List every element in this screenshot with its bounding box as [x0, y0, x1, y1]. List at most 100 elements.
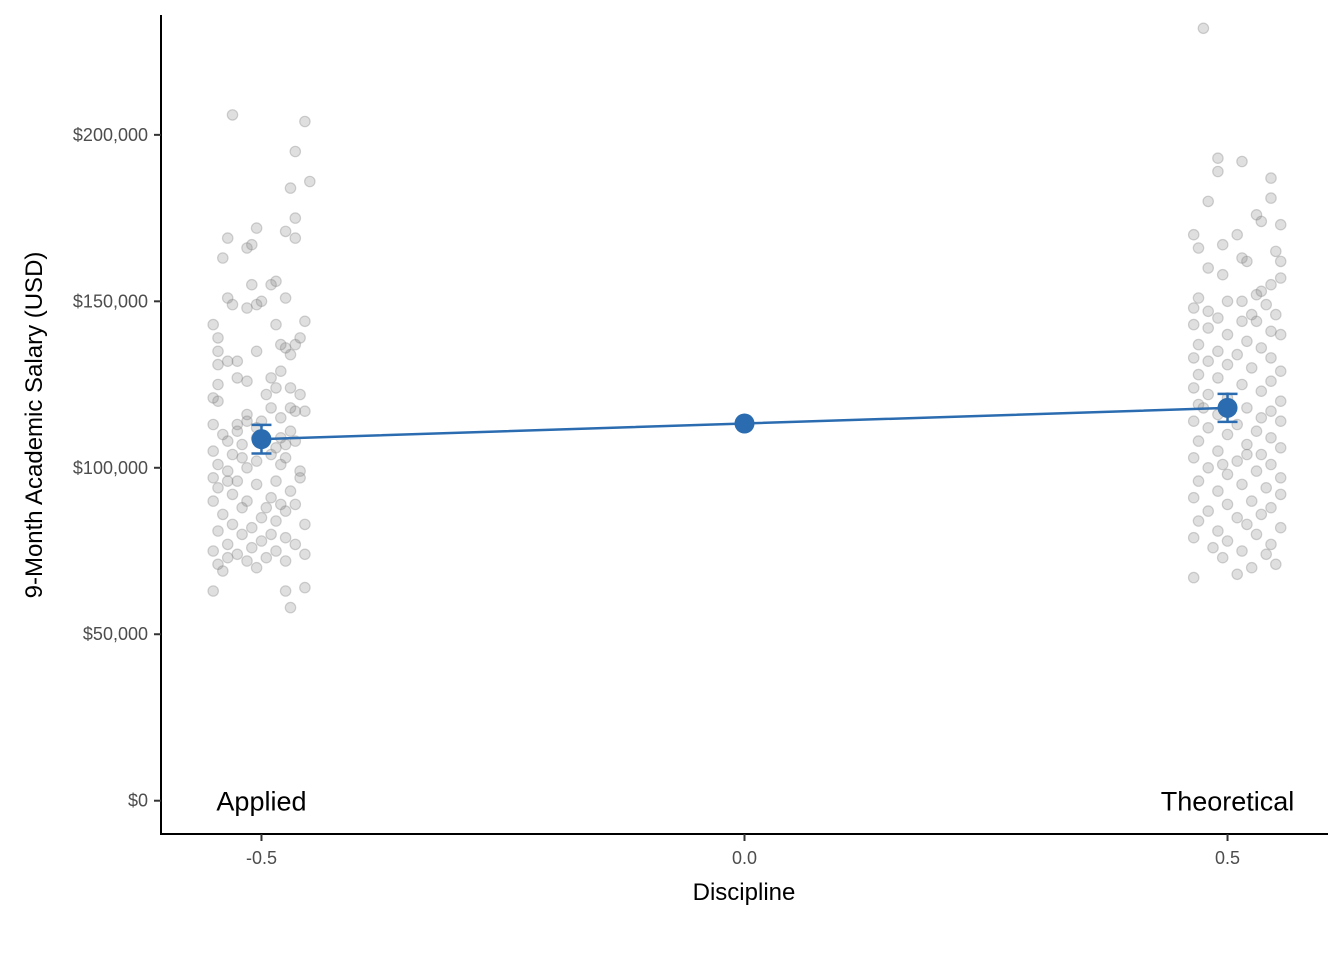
raw-point-applied: [255, 511, 268, 524]
raw-point-applied: [265, 491, 277, 504]
raw-point-theoretical: [1274, 255, 1287, 268]
raw-point-applied: [241, 415, 253, 427]
raw-point-theoretical: [1236, 315, 1248, 328]
raw-point-theoretical: [1236, 155, 1248, 168]
raw-point-theoretical: [1255, 508, 1268, 521]
raw-point-applied: [221, 232, 234, 244]
raw-point-theoretical: [1255, 411, 1268, 424]
raw-point-applied: [236, 451, 248, 464]
raw-point-applied: [294, 465, 306, 477]
raw-point-theoretical: [1236, 545, 1248, 557]
raw-point-applied: [221, 538, 234, 551]
raw-point-applied: [284, 485, 297, 497]
raw-point-applied: [231, 355, 244, 367]
raw-point-applied: [250, 478, 263, 491]
raw-point-applied: [221, 435, 234, 447]
raw-point-applied: [212, 332, 224, 344]
raw-point-theoretical: [1216, 268, 1229, 281]
raw-point-applied: [279, 585, 292, 597]
raw-point-applied: [207, 445, 219, 457]
raw-point-theoretical: [1265, 172, 1277, 184]
raw-point-applied: [236, 528, 248, 541]
raw-point-applied: [270, 318, 282, 331]
raw-point-theoretical: [1202, 195, 1214, 208]
raw-point-applied: [279, 438, 292, 451]
raw-point-applied: [207, 392, 219, 404]
raw-point-applied: [250, 298, 263, 311]
raw-point-applied: [255, 535, 268, 547]
raw-point-applied: [226, 518, 239, 531]
raw-point-theoretical: [1192, 435, 1205, 447]
raw-point-applied: [284, 382, 297, 394]
raw-point-applied: [299, 581, 311, 594]
raw-point-theoretical: [1255, 285, 1268, 298]
y-tick-label: $200,000: [73, 125, 148, 145]
raw-point-theoretical: [1270, 245, 1282, 258]
raw-point-theoretical: [1265, 538, 1277, 551]
raw-point-theoretical: [1197, 22, 1210, 35]
raw-point-theoretical: [1255, 448, 1268, 461]
raw-point-applied: [207, 545, 219, 557]
raw-point-applied: [265, 278, 277, 291]
raw-point-applied: [207, 585, 219, 597]
raw-point-applied: [270, 382, 282, 394]
raw-point-theoretical: [1255, 342, 1268, 354]
raw-point-applied: [212, 558, 224, 571]
raw-point-theoretical: [1187, 571, 1200, 584]
raw-point-applied: [231, 548, 244, 561]
y-axis-ticks: $0 $50,000 $100,000 $150,000 $200,000: [73, 125, 161, 811]
x-axis-ticks: -0.5 0.0 0.5: [246, 834, 1240, 868]
raw-point-theoretical: [1187, 352, 1200, 364]
raw-point-theoretical: [1221, 468, 1234, 481]
raw-point-applied: [226, 298, 239, 311]
raw-point-theoretical: [1265, 352, 1277, 364]
raw-point-theoretical: [1250, 209, 1263, 221]
raw-point-theoretical: [1260, 548, 1272, 561]
raw-point-applied: [299, 548, 311, 561]
raw-point-theoretical: [1212, 165, 1224, 178]
raw-point-applied: [250, 561, 263, 574]
raw-point-theoretical: [1265, 431, 1277, 444]
raw-point-applied: [231, 425, 244, 437]
raw-point-applied: [260, 551, 273, 564]
raw-point-theoretical: [1274, 272, 1287, 284]
raw-point-applied: [226, 488, 239, 501]
raw-point-applied: [284, 182, 297, 194]
raw-point-applied: [236, 438, 248, 451]
raw-point-applied: [279, 451, 292, 464]
raw-point-theoretical: [1250, 288, 1263, 301]
raw-point-applied: [279, 555, 292, 567]
raw-point-theoretical: [1192, 338, 1205, 351]
raw-point-theoretical: [1245, 561, 1258, 574]
raw-point-applied: [289, 405, 302, 417]
raw-point-theoretical: [1202, 322, 1214, 334]
raw-point-applied: [241, 242, 253, 254]
raw-point-applied: [241, 408, 253, 421]
raw-point-applied: [217, 428, 229, 441]
raw-point-theoretical: [1187, 491, 1200, 504]
raw-point-theoretical: [1221, 498, 1234, 511]
y-tick-label: $100,000: [73, 458, 148, 478]
raw-point-theoretical: [1236, 252, 1248, 264]
raw-point-applied: [207, 318, 219, 331]
raw-point-applied: [241, 461, 253, 474]
raw-point-theoretical: [1192, 475, 1205, 487]
raw-point-theoretical: [1274, 218, 1287, 231]
raw-point-theoretical: [1212, 345, 1224, 358]
raw-point-theoretical: [1241, 335, 1253, 348]
raw-point-applied: [226, 448, 239, 461]
raw-point-applied: [279, 531, 292, 544]
raw-point-applied: [231, 418, 244, 431]
raw-point-theoretical: [1187, 228, 1200, 241]
raw-point-applied: [270, 475, 282, 487]
raw-point-applied: [274, 411, 287, 424]
raw-point-applied: [246, 521, 258, 534]
group-label-theoretical: Theoretical: [1161, 787, 1295, 817]
raw-point-theoretical: [1192, 292, 1205, 304]
raw-point-theoretical: [1241, 255, 1253, 268]
raw-point-applied: [246, 278, 258, 291]
raw-point-applied: [274, 365, 287, 377]
raw-point-applied: [284, 425, 297, 437]
raw-point-theoretical: [1221, 535, 1234, 547]
raw-point-applied: [241, 302, 253, 314]
